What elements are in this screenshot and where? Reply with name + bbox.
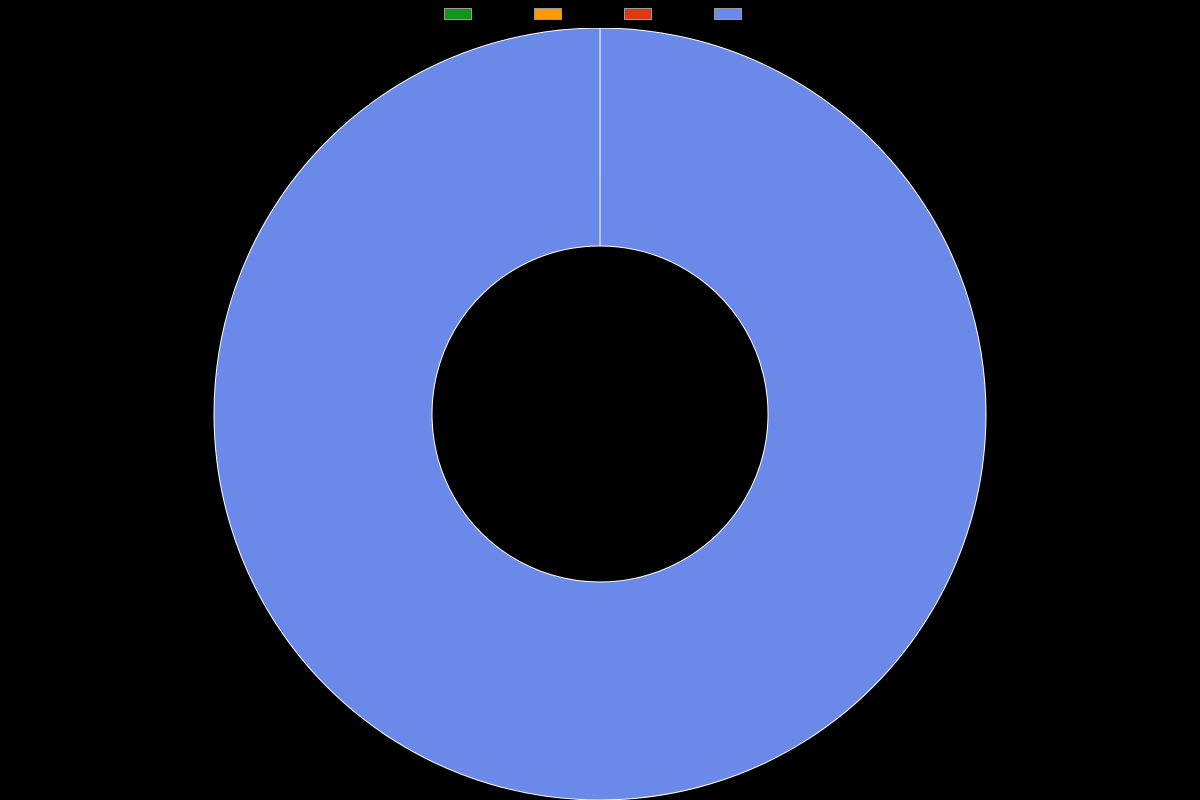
legend-swatch-0 bbox=[444, 8, 472, 20]
legend-swatch-2 bbox=[624, 8, 652, 20]
legend-swatch-3 bbox=[714, 8, 742, 20]
legend-item-1[interactable] bbox=[534, 8, 576, 20]
legend-item-3[interactable] bbox=[714, 8, 756, 20]
chart-legend bbox=[0, 8, 1200, 20]
legend-item-2[interactable] bbox=[624, 8, 666, 20]
legend-item-0[interactable] bbox=[444, 8, 486, 20]
donut-chart bbox=[0, 28, 1200, 800]
legend-swatch-1 bbox=[534, 8, 562, 20]
donut-svg bbox=[0, 28, 1200, 800]
